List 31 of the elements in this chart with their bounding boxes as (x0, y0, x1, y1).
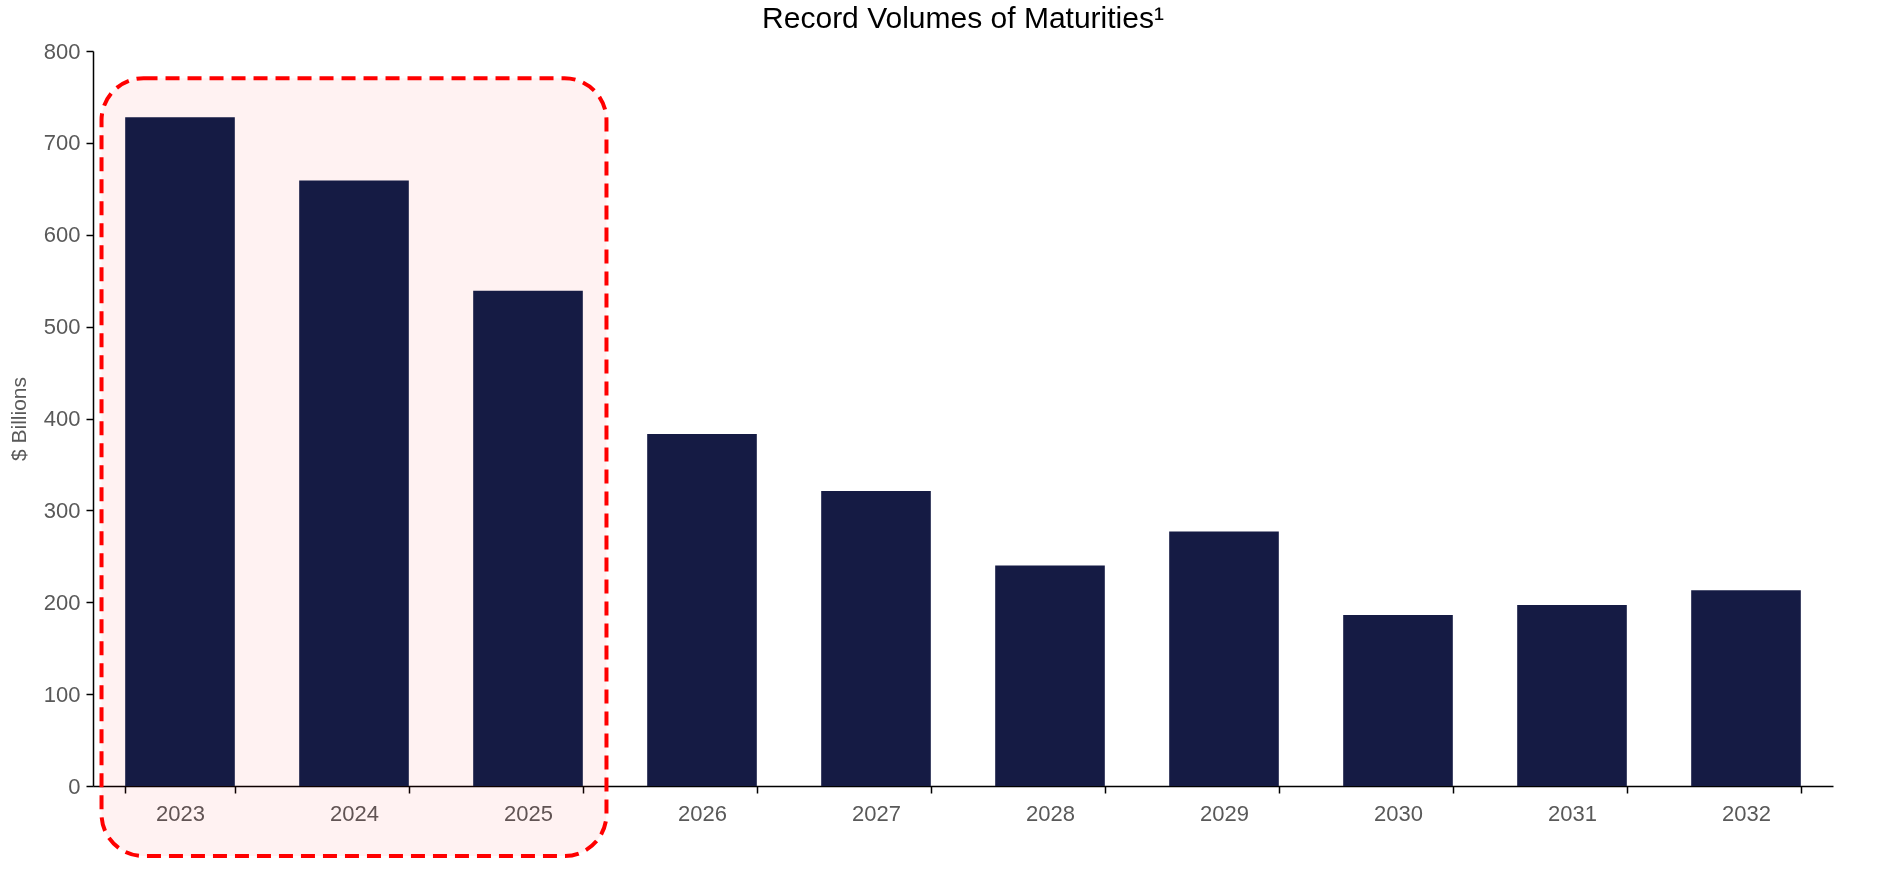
bar (1517, 605, 1627, 786)
y-tick-label: 600 (43, 222, 81, 248)
chart-title: Record Volumes of Maturities¹ (762, 1, 1164, 34)
bar (299, 180, 409, 786)
bar (1169, 531, 1279, 786)
y-tick-label: 400 (43, 406, 81, 431)
bar (125, 117, 235, 786)
y-axis-title: $ Billions (6, 376, 30, 462)
y-tick-label: 500 (43, 314, 81, 340)
x-tick-label: 2031 (1548, 800, 1597, 826)
bar (821, 491, 931, 786)
bar (647, 434, 757, 786)
x-tick-label: 2032 (1722, 800, 1771, 826)
x-tick-label: 2026 (678, 800, 727, 826)
x-tick-label: 2025 (504, 800, 553, 826)
x-tick-label: 2029 (1200, 800, 1249, 826)
y-tick-label: 100 (43, 681, 81, 707)
y-tick-label: 0 (68, 773, 81, 799)
bar (995, 565, 1105, 786)
bar (1691, 590, 1801, 786)
x-tick-label: 2030 (1374, 800, 1423, 826)
x-tick-label: 2023 (156, 800, 205, 826)
y-tick-label: 800 (43, 38, 81, 64)
y-tick-label: 200 (43, 589, 81, 615)
y-tick-label: 300 (43, 497, 81, 523)
x-tick-label: 2027 (852, 800, 901, 826)
x-tick-label: 2028 (1026, 800, 1075, 826)
y-tick-label: 700 (43, 130, 81, 156)
x-tick-label: 2024 (330, 800, 379, 826)
bar (1343, 615, 1453, 786)
bar (473, 290, 583, 786)
